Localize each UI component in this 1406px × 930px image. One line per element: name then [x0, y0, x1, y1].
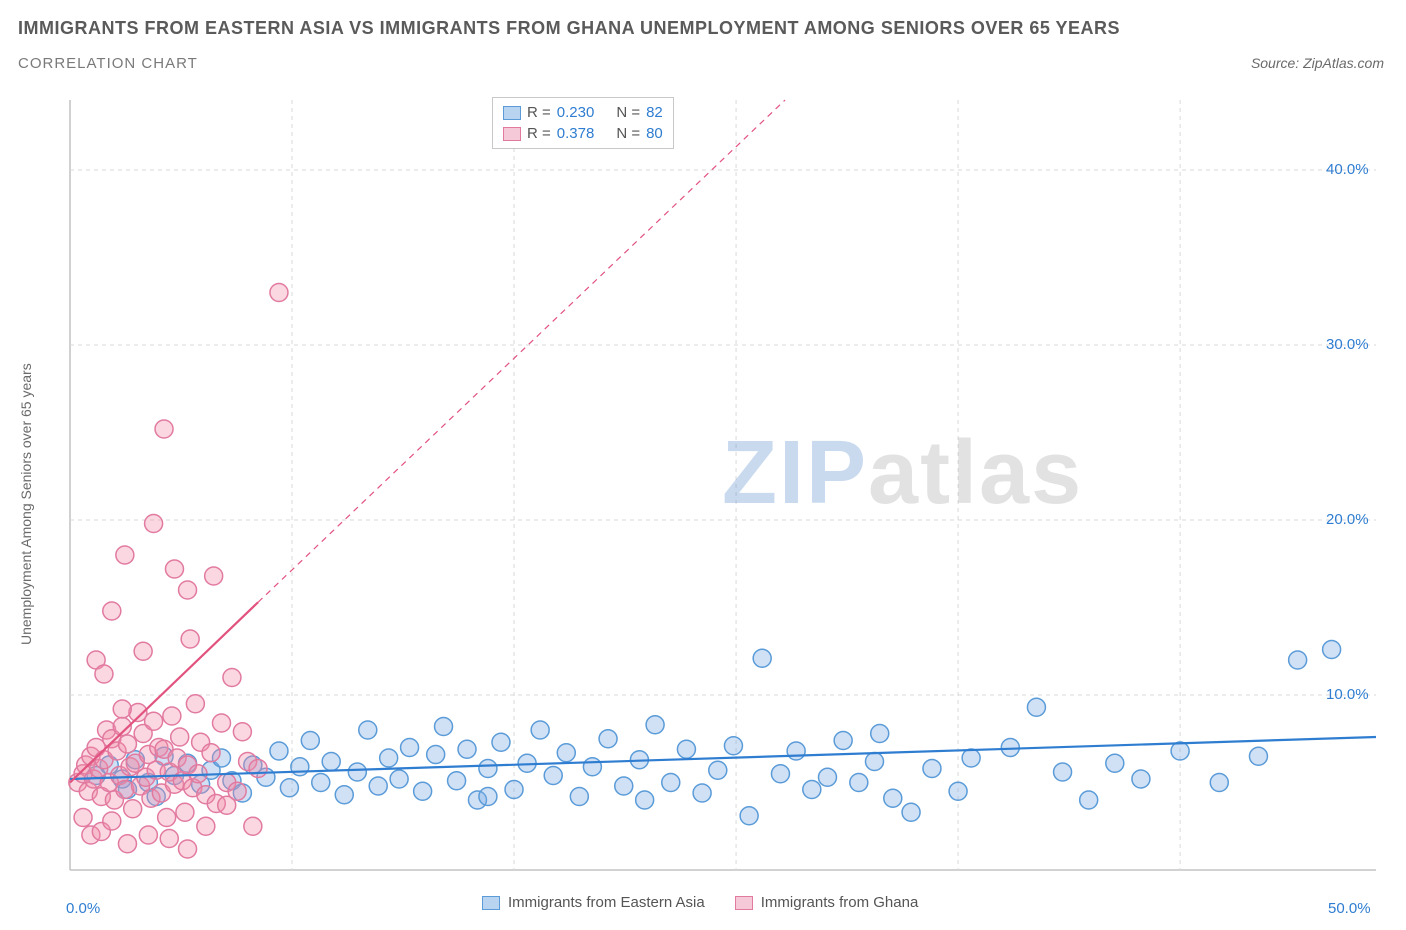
chart-title: IMMIGRANTS FROM EASTERN ASIA VS IMMIGRAN…	[18, 18, 1120, 39]
y-tick-label: 40.0%	[1326, 161, 1369, 178]
y-tick-label: 20.0%	[1326, 511, 1369, 528]
legend-swatch	[503, 127, 521, 141]
chart-area: R =0.230N =82R =0.378N =80 ZIPatlas	[62, 92, 1384, 884]
source-attribution: Source: ZipAtlas.com	[1251, 55, 1384, 71]
legend-r-value: 0.230	[557, 104, 595, 121]
legend-swatch	[503, 106, 521, 120]
chart-subtitle: CORRELATION CHART	[18, 55, 198, 72]
legend-swatch	[735, 896, 753, 910]
legend-swatch	[482, 896, 500, 910]
scatter-chart-svg	[62, 92, 1384, 884]
legend-series-label: Immigrants from Eastern Asia	[508, 894, 705, 911]
legend-n-label: N =	[616, 104, 640, 121]
x-tick-label: 0.0%	[66, 900, 100, 917]
legend-series-label: Immigrants from Ghana	[761, 894, 919, 911]
legend-r-value: 0.378	[557, 125, 595, 142]
y-tick-label: 30.0%	[1326, 336, 1369, 353]
legend-n-label: N =	[616, 125, 640, 142]
legend-row-eastern_asia: R = 0.230 N = 82	[503, 102, 663, 123]
x-tick-label: 50.0%	[1328, 900, 1371, 917]
legend-n-value: 80	[646, 125, 663, 142]
legend-n-value: 82	[646, 104, 663, 121]
y-tick-label: 10.0%	[1326, 686, 1369, 703]
y-axis-label: Unemployment Among Seniors over 65 years	[18, 363, 34, 645]
legend-row-ghana: R = 0.378 N = 80	[503, 123, 663, 144]
legend-item-eastern_asia: Immigrants from Eastern Asia	[482, 894, 705, 911]
legend-r-label: R =	[527, 125, 551, 142]
legend-r-label: R =	[527, 104, 551, 121]
series-legend: Immigrants from Eastern Asia Immigrants f…	[482, 894, 918, 911]
correlation-legend: R = 0.230 N = 82 R = 0.378 N = 80	[492, 97, 674, 149]
legend-item-ghana: Immigrants from Ghana	[735, 894, 919, 911]
